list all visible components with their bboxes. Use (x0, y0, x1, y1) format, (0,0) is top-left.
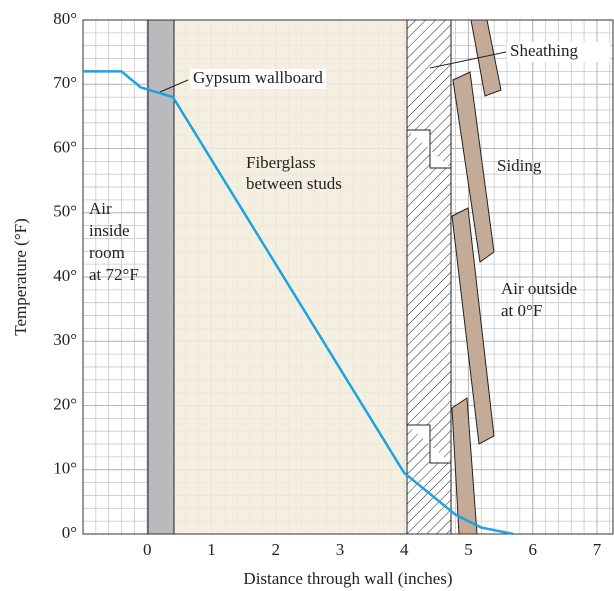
y-tick-label: 40° (53, 266, 77, 285)
x-tick-label: 1 (207, 540, 216, 559)
leader-line (159, 79, 189, 93)
sheathing-layer (406, 19, 452, 535)
annotation: Siding (497, 156, 542, 175)
x-tick-label: 2 (271, 540, 280, 559)
annotation: at 0°F (501, 301, 542, 320)
stud-outline (407, 424, 451, 464)
y-tick-label: 60° (53, 137, 77, 156)
y-tick-label: 50° (53, 202, 77, 221)
annotation: Fiberglass (246, 153, 316, 172)
annotation: Sheathing (510, 41, 578, 60)
annotation: Air outside (501, 279, 577, 298)
x-tick-label: 0 (143, 540, 152, 559)
y-tick-label: 30° (53, 330, 77, 349)
y-tick-label: 70° (53, 73, 77, 92)
x-axis-label: Distance through wall (inches) (243, 569, 452, 588)
x-tick-label: 3 (336, 540, 345, 559)
x-tick-label: 6 (528, 540, 537, 559)
y-tick-label: 10° (53, 459, 77, 478)
x-tick-label: 7 (593, 540, 602, 559)
annotation: between studs (246, 174, 342, 193)
gypsum-layer (147, 19, 175, 535)
label-bg (190, 69, 326, 89)
siding-board (451, 207, 495, 445)
plot-frame (82, 19, 614, 535)
marks (83, 70, 514, 536)
annotation: at 72°F (89, 265, 139, 284)
stud-outline (407, 129, 451, 169)
annotation: inside (89, 221, 130, 240)
y-tick-label: 80° (53, 9, 77, 28)
temperature-line (83, 70, 514, 536)
siding (451, 19, 502, 535)
annotation: Air (89, 199, 112, 218)
annotation: Gypsum wallboard (193, 68, 323, 87)
y-axis-label: Temperature (°F) (11, 218, 30, 335)
y-tick-label: 20° (53, 394, 77, 413)
fiberglass-layer (173, 19, 408, 535)
label-bg (507, 42, 610, 62)
x-tick-label: 5 (464, 540, 473, 559)
x-tick-label: 4 (400, 540, 409, 559)
siding-board (452, 71, 495, 263)
y-tick-label: 0° (62, 523, 77, 542)
annotation: room (89, 243, 125, 262)
leader-line (429, 51, 507, 69)
